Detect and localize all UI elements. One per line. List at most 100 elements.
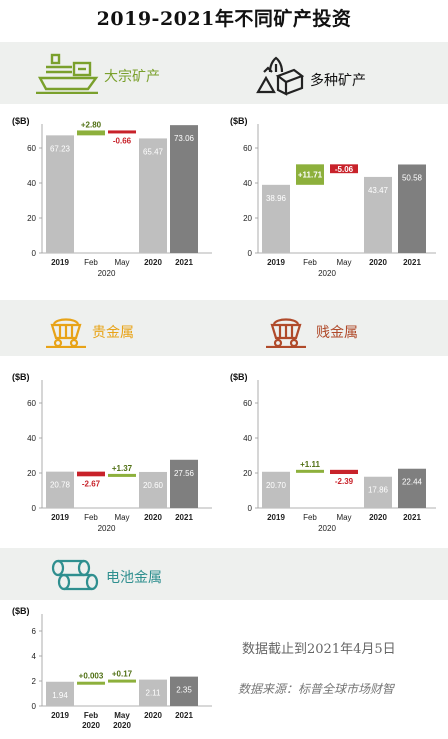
y-unit-label: ($B)	[12, 606, 30, 616]
data-label: -0.66	[113, 136, 132, 145]
y-unit-label: ($B)	[12, 116, 30, 126]
bar-2	[108, 473, 136, 477]
chart-battery: ($B)02461.942019+0.003Feb2020+0.17May202…	[12, 606, 212, 730]
y-tick-label: 60	[243, 144, 252, 153]
chart-bulk: ($B) 0 20 40 60 67.23 2019 +2.80 Feb -0.66 May 65.4…	[12, 116, 212, 278]
data-label: 20.78	[50, 481, 71, 490]
data-label: 20.60	[143, 481, 164, 490]
bar-4	[398, 468, 426, 508]
data-label: +0.003	[79, 672, 104, 681]
data-label: 22.44	[402, 478, 423, 487]
data-label: 50.58	[402, 173, 423, 182]
bar-1	[296, 469, 324, 473]
x-tick-label: 2021	[175, 513, 193, 522]
y-tick-label: 60	[27, 399, 36, 408]
x-tick-label: May	[336, 513, 351, 522]
bar-1	[296, 164, 324, 185]
y-tick-label: 40	[27, 179, 36, 188]
section-label-battery: 电池金属	[106, 569, 162, 585]
page-title: 2019-2021年不同矿产投资	[96, 8, 352, 30]
data-label: 2.35	[176, 686, 192, 695]
bar-4	[170, 459, 198, 508]
x-tick-label: 2019	[51, 513, 69, 522]
y-tick-label: 0	[248, 504, 253, 513]
data-label: +0.17	[112, 670, 133, 679]
y-tick-label: 60	[27, 144, 36, 153]
x-tick-label: May	[114, 513, 129, 522]
data-label: 2.11	[146, 689, 162, 698]
x-tick-label: Feb	[303, 258, 317, 267]
data-label: 27.56	[174, 469, 195, 478]
mine-cart-base-icon	[266, 318, 306, 348]
data-label: 1.94	[52, 691, 68, 700]
data-label: 38.96	[266, 194, 287, 203]
x-tick-label: May	[336, 258, 351, 267]
bar-1	[77, 681, 105, 685]
data-label: +1.11	[300, 460, 320, 469]
y-tick-label: 40	[243, 179, 252, 188]
x-tick-label: 2019	[267, 258, 285, 267]
x-group-label: 2020	[318, 269, 336, 278]
x-tick-label: 2021	[403, 258, 421, 267]
x-tick-label: May	[114, 711, 130, 720]
bar-3	[364, 476, 392, 508]
data-label: 67.23	[50, 144, 71, 153]
y-tick-label: 20	[27, 214, 36, 223]
data-label: 20.70	[266, 481, 287, 490]
bar-3	[364, 176, 392, 253]
bar-1	[77, 130, 105, 136]
x-tick-label: 2021	[175, 711, 193, 720]
bar-0	[262, 184, 290, 253]
data-label: 43.47	[368, 186, 389, 195]
chart-diversified: ($B) 0 20 40 60 38.96 2019 +11.71 Feb -5.06 May 43.…	[230, 116, 436, 278]
section-label-diversified: 多种矿产	[310, 72, 366, 88]
x-tick-label: 2020	[369, 258, 387, 267]
bar-4	[170, 125, 198, 253]
x-tick-label: 2019	[51, 711, 69, 720]
bar-3	[139, 138, 167, 253]
x-tick-label: Feb	[84, 513, 98, 522]
x-tick-label: 2020	[144, 513, 162, 522]
x-tick-label: 2019	[267, 513, 285, 522]
x-tick-label: Feb	[303, 513, 317, 522]
x-tick-label: Feb	[84, 711, 98, 720]
data-source-note: 数据来源：标普全球市场财智	[238, 682, 395, 696]
y-tick-label: 6	[32, 627, 37, 636]
chart-precious: ($B) 0 20 40 60 20.78 2019 -2.67 Feb +1.37 May 20.6…	[12, 372, 212, 533]
x-tick-label: 2020	[82, 721, 100, 730]
y-tick-label: 20	[27, 469, 36, 478]
battery-cells-icon	[51, 559, 99, 591]
data-label: +1.37	[112, 464, 133, 473]
y-tick-label: 0	[248, 249, 253, 258]
bar-3	[139, 679, 167, 706]
y-unit-label: ($B)	[12, 372, 30, 382]
x-tick-label: May	[114, 258, 129, 267]
bar-0	[46, 135, 74, 253]
section-label-bulk: 大宗矿产	[104, 68, 160, 84]
y-tick-label: 2	[32, 677, 37, 686]
y-tick-label: 0	[32, 702, 37, 711]
y-tick-label: 4	[32, 652, 37, 661]
x-tick-label: 2020	[144, 711, 162, 720]
bar-2	[108, 130, 136, 134]
data-label: 73.06	[174, 134, 195, 143]
data-cutoff-note: 数据截止到2021年4月5日	[242, 642, 396, 657]
chart-base: ($B) 0 20 40 60 20.70 2019 +1.11 Feb -2.39 May 17.8…	[230, 372, 436, 533]
y-tick-label: 60	[243, 399, 252, 408]
data-label: +11.71	[298, 171, 323, 180]
bar-2	[330, 164, 358, 174]
y-tick-label: 20	[243, 214, 252, 223]
diversified-minerals-icon	[256, 56, 304, 96]
y-unit-label: ($B)	[230, 116, 248, 126]
y-tick-label: 20	[243, 469, 252, 478]
bar-4	[398, 164, 426, 253]
bar-4	[170, 676, 198, 706]
y-unit-label: ($B)	[230, 372, 248, 382]
x-tick-label: 2020	[113, 721, 131, 730]
section-label-base: 贱金属	[316, 324, 358, 340]
y-tick-label: 40	[243, 434, 252, 443]
y-tick-label: 0	[32, 504, 37, 513]
x-tick-label: 2021	[403, 513, 421, 522]
x-tick-label: 2020	[144, 258, 162, 267]
x-group-label: 2020	[318, 524, 336, 533]
